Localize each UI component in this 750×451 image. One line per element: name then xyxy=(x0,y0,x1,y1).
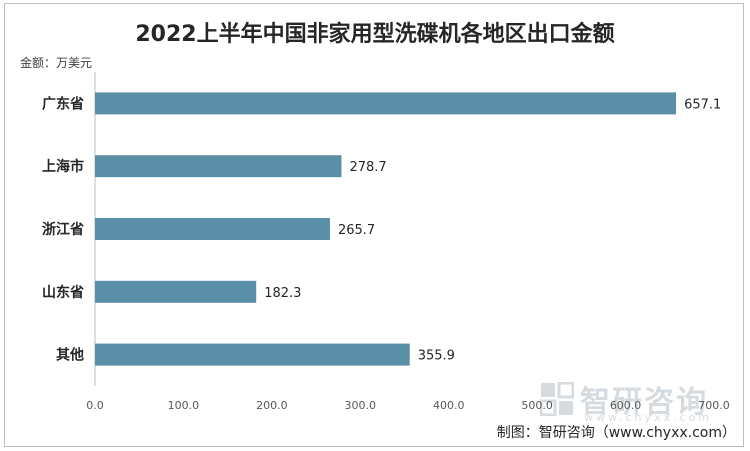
category-label: 广东省 xyxy=(42,95,84,112)
category-label: 其他 xyxy=(56,347,84,364)
bar xyxy=(95,92,677,115)
watermark-url: www.chyxx.com xyxy=(584,411,713,424)
watermark-name: 智研咨询 xyxy=(580,385,708,420)
bar xyxy=(95,343,410,366)
data-label: 265.7 xyxy=(338,223,375,238)
chart-title: 2022上半年中国非家用型洗碟机各地区出口金额 xyxy=(135,22,615,47)
x-tick-label: 300.0 xyxy=(345,399,377,412)
bar xyxy=(95,280,257,303)
x-tick-label: 600.0 xyxy=(610,399,642,412)
category-label: 浙江省 xyxy=(42,221,84,238)
x-tick-label: 100.0 xyxy=(168,399,200,412)
chyxx-logo-icon xyxy=(540,382,574,416)
x-tick-label: 700.0 xyxy=(698,399,730,412)
x-tick-label: 500.0 xyxy=(521,399,553,412)
data-label: 182.3 xyxy=(264,286,301,301)
bar xyxy=(95,155,342,178)
x-tick-label: 0.0 xyxy=(86,399,104,412)
bar xyxy=(95,218,330,240)
unit-label: 金额：万美元 xyxy=(20,56,93,70)
category-label: 山东省 xyxy=(42,284,84,301)
data-label: 657.1 xyxy=(684,97,721,112)
source-note: 制图：智研咨询（www.chyxx.com） xyxy=(496,425,736,441)
category-label: 上海市 xyxy=(42,158,84,175)
x-tick-label: 400.0 xyxy=(433,399,465,412)
data-label: 278.7 xyxy=(349,160,386,175)
watermark: 智研咨询 www.chyxx.com xyxy=(540,377,709,424)
x-tick-label: 200.0 xyxy=(256,399,288,412)
data-label: 355.9 xyxy=(418,349,455,364)
